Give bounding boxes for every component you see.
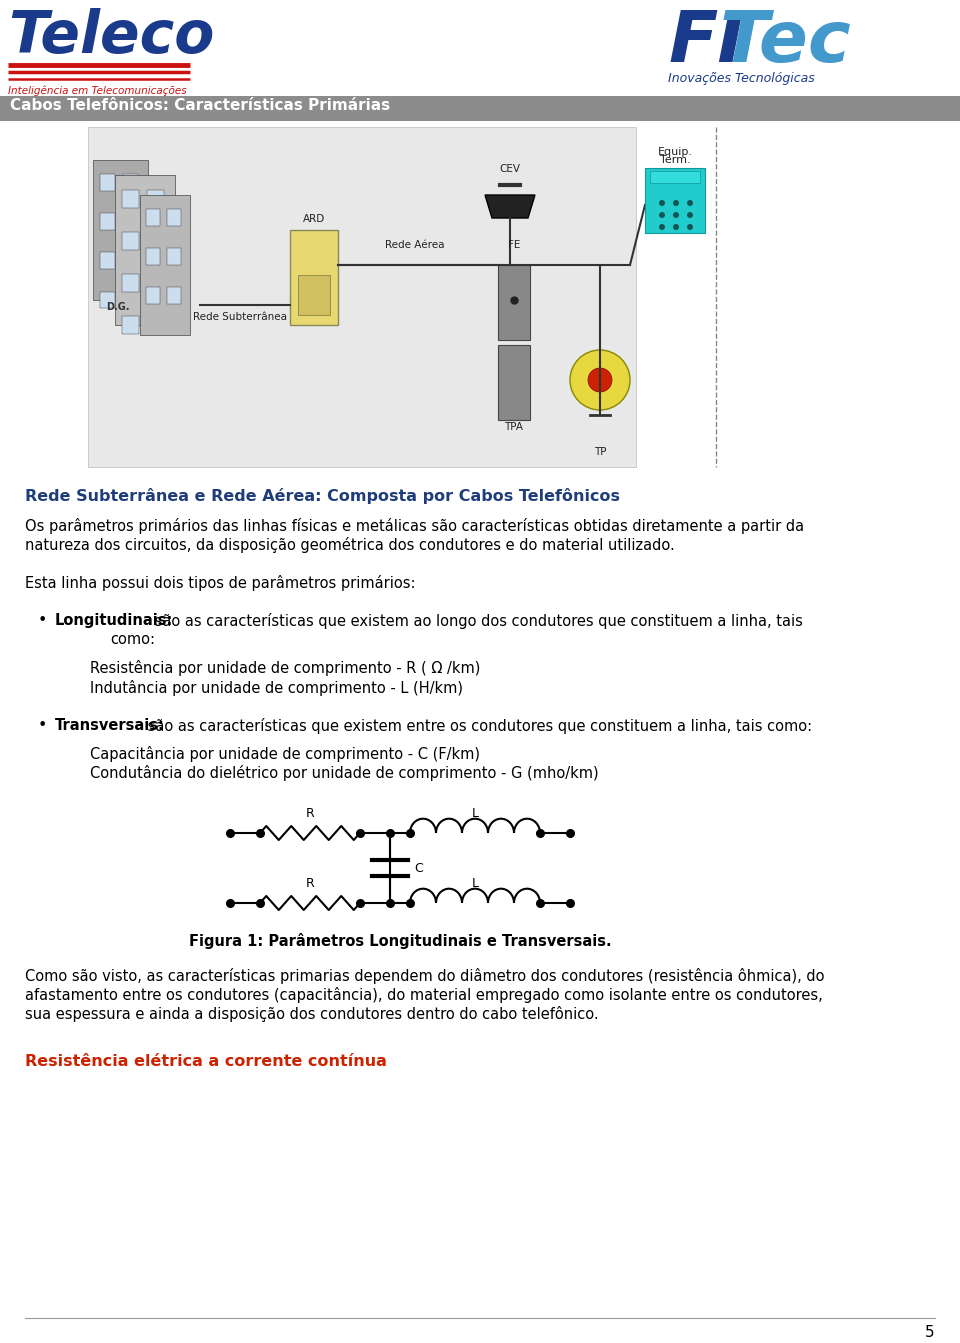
- Circle shape: [659, 200, 665, 205]
- Text: ARD: ARD: [302, 214, 325, 224]
- Text: Inovações Tecnológicas: Inovações Tecnológicas: [668, 73, 815, 85]
- Text: Term.: Term.: [660, 154, 690, 165]
- Bar: [146, 210, 160, 226]
- Bar: [148, 274, 164, 291]
- Text: R: R: [305, 807, 314, 821]
- Bar: [93, 160, 148, 299]
- Text: Longitudinais:: Longitudinais:: [55, 612, 174, 629]
- Text: natureza dos circuitos, da disposição geométrica dos condutores e do material ut: natureza dos circuitos, da disposição ge…: [25, 537, 675, 553]
- Bar: [148, 232, 164, 250]
- Text: L: L: [471, 807, 478, 821]
- Text: Rede Subterrânea e Rede Aérea: Composta por Cabos Telefônicos: Rede Subterrânea e Rede Aérea: Composta …: [25, 488, 620, 504]
- Text: como:: como:: [110, 633, 155, 647]
- Text: Resistência por unidade de comprimento - R ( Ω /km): Resistência por unidade de comprimento -…: [90, 661, 480, 677]
- Bar: [167, 287, 181, 305]
- Text: Indutância por unidade de comprimento - L (H/km): Indutância por unidade de comprimento - …: [90, 680, 463, 696]
- Bar: [88, 128, 636, 467]
- Bar: [290, 230, 338, 325]
- Bar: [122, 274, 139, 291]
- Text: Tec: Tec: [720, 8, 852, 77]
- Text: D.G.: D.G.: [107, 302, 130, 312]
- Text: L: L: [471, 877, 478, 890]
- Bar: [100, 175, 115, 191]
- Text: Condutância do dielétrico por unidade de comprimento - G (mho/km): Condutância do dielétrico por unidade de…: [90, 766, 599, 782]
- Bar: [122, 189, 139, 208]
- Bar: [122, 316, 139, 334]
- Text: Resistência elétrica a corrente contínua: Resistência elétrica a corrente contínua: [25, 1053, 387, 1069]
- Bar: [146, 248, 160, 265]
- Circle shape: [673, 200, 679, 205]
- Text: Cabos Telefônicos: Características Primárias: Cabos Telefônicos: Características Primá…: [10, 98, 390, 113]
- Bar: [148, 316, 164, 334]
- Text: são as características que existem ao longo dos condutores que constituem a linh: são as características que existem ao lo…: [150, 612, 804, 629]
- Text: Rede Subterrânea: Rede Subterrânea: [193, 312, 287, 322]
- Circle shape: [588, 368, 612, 392]
- Text: Os parâmetros primários das linhas físicas e metálicas são características obtid: Os parâmetros primários das linhas físic…: [25, 518, 804, 535]
- Text: Figura 1: Parâmetros Longitudinais e Transversais.: Figura 1: Parâmetros Longitudinais e Tra…: [189, 933, 612, 950]
- Circle shape: [687, 200, 693, 205]
- Circle shape: [570, 351, 630, 410]
- Bar: [148, 189, 164, 208]
- Text: Capacitância por unidade de comprimento - C (F/km): Capacitância por unidade de comprimento …: [90, 745, 480, 761]
- Text: TPA: TPA: [505, 422, 523, 432]
- Circle shape: [673, 212, 679, 218]
- Bar: [123, 214, 138, 230]
- Circle shape: [687, 224, 693, 230]
- Text: 5: 5: [925, 1326, 935, 1340]
- Bar: [498, 265, 530, 340]
- Bar: [146, 287, 160, 305]
- Text: são as características que existem entre os condutores que constituem a linha, t: são as características que existem entre…: [143, 717, 812, 733]
- Bar: [498, 345, 530, 420]
- Bar: [100, 252, 115, 269]
- Bar: [123, 175, 138, 191]
- Text: CEV: CEV: [499, 164, 520, 175]
- Bar: [167, 210, 181, 226]
- Text: FE: FE: [508, 240, 520, 250]
- Text: R: R: [305, 877, 314, 890]
- Text: sua espessura e ainda a disposição dos condutores dentro do cabo telefônico.: sua espessura e ainda a disposição dos c…: [25, 1006, 599, 1022]
- Bar: [100, 214, 115, 230]
- Text: Transversais:: Transversais:: [55, 717, 165, 732]
- Bar: [645, 168, 705, 232]
- Bar: [298, 275, 330, 316]
- Bar: [167, 248, 181, 265]
- Circle shape: [659, 224, 665, 230]
- Bar: [100, 291, 115, 309]
- Circle shape: [687, 212, 693, 218]
- Text: Teleco: Teleco: [8, 8, 214, 64]
- Bar: [115, 175, 175, 325]
- Text: C: C: [414, 861, 422, 874]
- Text: Rede Aérea: Rede Aérea: [385, 240, 444, 250]
- Text: FI: FI: [668, 8, 744, 77]
- Text: •: •: [38, 612, 47, 629]
- Text: Equip.: Equip.: [658, 146, 692, 157]
- Bar: [122, 232, 139, 250]
- Bar: [0, 95, 960, 121]
- Bar: [123, 291, 138, 309]
- Bar: [650, 171, 700, 183]
- Circle shape: [659, 212, 665, 218]
- Bar: [140, 195, 190, 334]
- Text: Esta linha possui dois tipos de parâmetros primários:: Esta linha possui dois tipos de parâmetr…: [25, 575, 416, 591]
- Text: Como são visto, as características primarias dependem do diâmetro dos condutores: Como são visto, as características prima…: [25, 968, 825, 984]
- Polygon shape: [485, 195, 535, 218]
- Text: •: •: [38, 717, 47, 732]
- Text: Inteligência em Telecomunicações: Inteligência em Telecomunicações: [8, 86, 186, 97]
- Circle shape: [673, 224, 679, 230]
- Text: afastamento entre os condutores (capacitância), do material empregado como isola: afastamento entre os condutores (capacit…: [25, 987, 823, 1003]
- Text: TP: TP: [593, 447, 607, 457]
- Bar: [123, 252, 138, 269]
